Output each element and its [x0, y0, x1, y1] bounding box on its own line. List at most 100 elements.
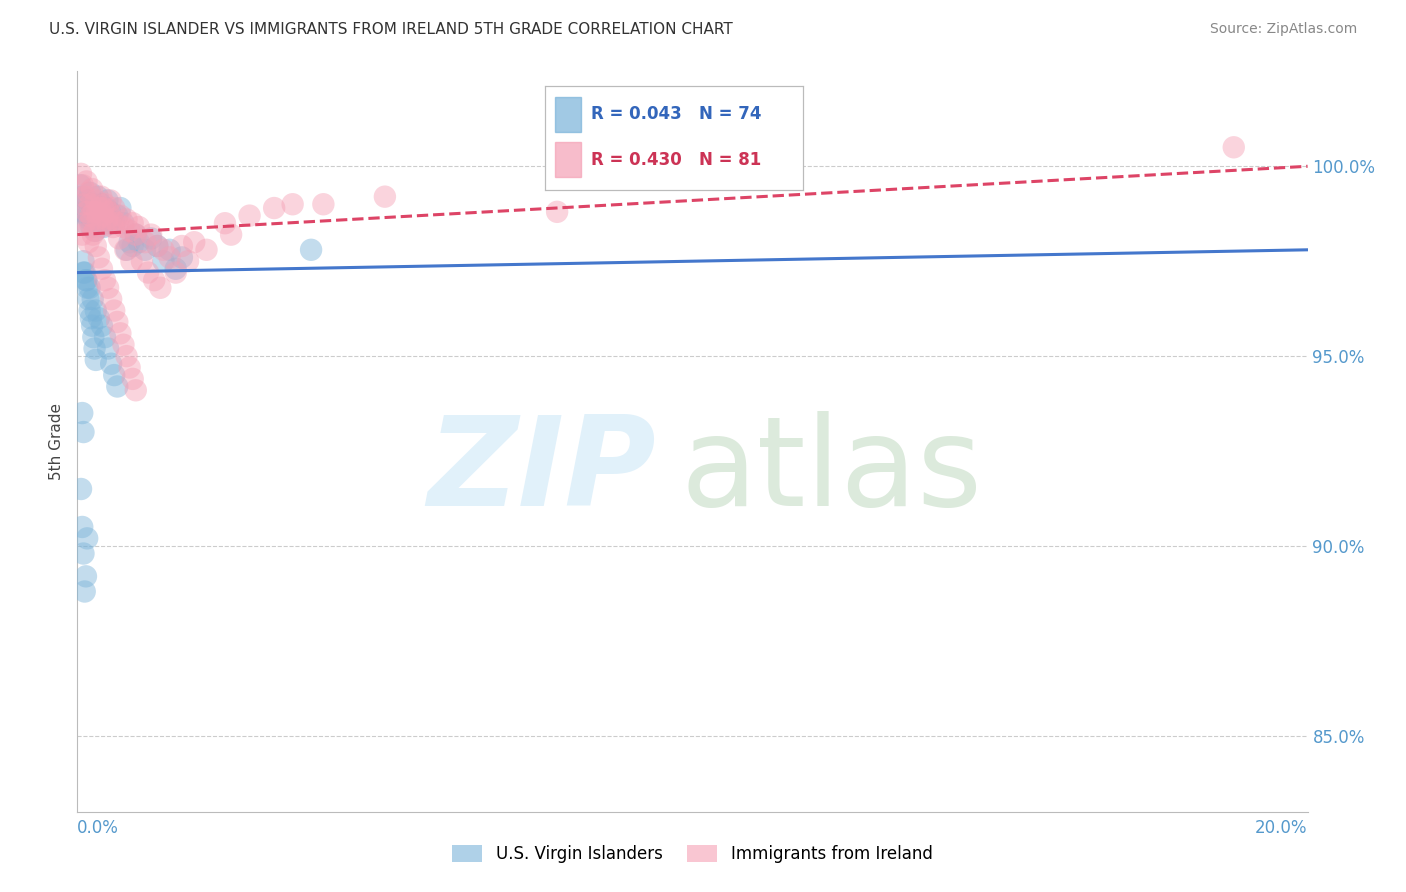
Point	[281, 197, 304, 211]
Point	[110, 209, 132, 223]
Point	[183, 235, 205, 250]
Point	[89, 201, 111, 215]
Point	[152, 254, 174, 268]
Point	[143, 273, 166, 287]
Point	[91, 201, 114, 215]
Point	[103, 201, 125, 215]
Point	[114, 243, 136, 257]
Point	[84, 239, 107, 253]
Point	[90, 189, 112, 203]
Point	[76, 273, 98, 287]
Point	[69, 178, 91, 193]
Point	[103, 368, 125, 383]
Point	[79, 197, 101, 211]
Point	[149, 281, 172, 295]
Point	[312, 197, 335, 211]
Point	[90, 318, 114, 333]
Point	[84, 224, 107, 238]
Point	[134, 235, 156, 250]
Point	[97, 342, 120, 356]
Point	[146, 239, 169, 253]
Point	[77, 186, 100, 200]
Point	[112, 220, 135, 235]
Point	[94, 197, 117, 211]
Point	[108, 231, 131, 245]
Point	[131, 254, 153, 268]
Point	[86, 212, 108, 227]
Point	[84, 194, 107, 208]
Point	[141, 231, 163, 245]
Point	[84, 303, 107, 318]
Text: 0.0%: 0.0%	[77, 820, 120, 838]
Point	[72, 254, 94, 268]
Point	[170, 251, 193, 265]
Point	[83, 224, 105, 238]
Point	[134, 243, 156, 257]
Point	[82, 227, 104, 242]
Point	[159, 243, 181, 257]
Point	[83, 342, 105, 356]
Point	[214, 216, 236, 230]
Point	[82, 330, 104, 344]
Point	[219, 227, 242, 242]
Point	[72, 547, 94, 561]
Point	[118, 224, 141, 238]
Point	[1223, 140, 1246, 154]
Point	[76, 532, 98, 546]
Point	[73, 266, 96, 280]
Point	[374, 189, 396, 203]
Point	[128, 235, 150, 250]
Point	[86, 189, 108, 203]
Point	[70, 520, 93, 534]
Point	[165, 266, 187, 280]
Point	[96, 201, 118, 215]
Point	[170, 239, 193, 253]
Point	[73, 216, 96, 230]
Point	[70, 189, 93, 203]
Point	[79, 186, 101, 200]
Point	[77, 235, 100, 250]
Point	[115, 243, 138, 257]
Point	[72, 266, 94, 280]
Point	[159, 251, 181, 265]
Point	[90, 197, 112, 211]
Point	[87, 251, 110, 265]
Point	[70, 167, 93, 181]
Point	[98, 204, 121, 219]
Point	[177, 254, 200, 268]
Point	[75, 216, 97, 230]
Point	[115, 212, 138, 227]
Point	[239, 209, 262, 223]
Point	[546, 204, 568, 219]
Point	[91, 209, 114, 223]
Point	[80, 209, 103, 223]
Point	[195, 243, 218, 257]
Text: Source: ZipAtlas.com: Source: ZipAtlas.com	[1209, 22, 1357, 37]
Point	[125, 227, 148, 242]
Point	[152, 243, 174, 257]
Point	[110, 201, 132, 215]
Point	[79, 216, 101, 230]
Point	[103, 303, 125, 318]
Point	[263, 201, 285, 215]
Point	[299, 243, 322, 257]
Point	[82, 292, 104, 306]
Point	[90, 261, 114, 276]
Point	[105, 216, 128, 230]
Point	[97, 216, 120, 230]
Point	[84, 352, 107, 367]
Point	[100, 194, 122, 208]
Point	[86, 209, 108, 223]
Point	[87, 216, 110, 230]
Point	[70, 227, 93, 242]
Point	[165, 261, 187, 276]
Point	[118, 235, 141, 250]
Legend: U.S. Virgin Islanders, Immigrants from Ireland: U.S. Virgin Islanders, Immigrants from I…	[446, 838, 939, 870]
Point	[94, 209, 117, 223]
Point	[76, 204, 98, 219]
Point	[73, 189, 96, 203]
Point	[121, 372, 143, 386]
Y-axis label: 5th Grade: 5th Grade	[49, 403, 65, 480]
Point	[89, 204, 111, 219]
Point	[121, 239, 143, 253]
